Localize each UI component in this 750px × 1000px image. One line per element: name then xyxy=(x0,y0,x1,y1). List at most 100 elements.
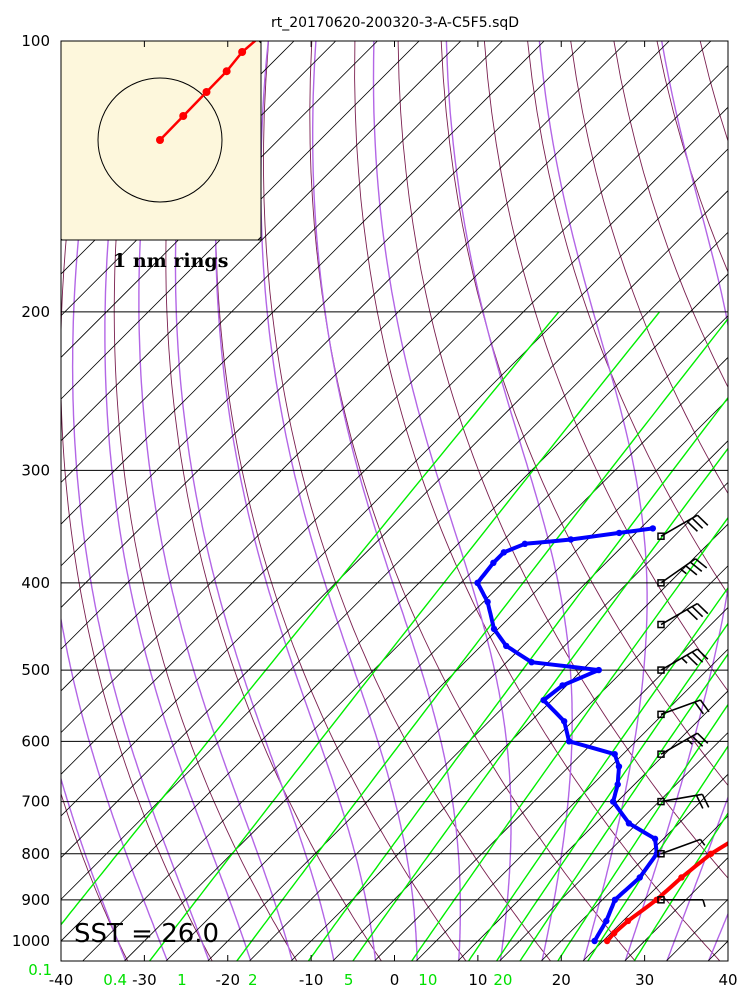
wind-barb-flag xyxy=(696,732,709,744)
isotherm xyxy=(61,41,504,484)
mixing-ratio-line xyxy=(148,311,661,961)
pressure-tick-label: 100 xyxy=(21,32,50,50)
wind-barb-staff xyxy=(660,602,698,626)
wind-barb-station xyxy=(657,666,665,674)
wind-barb-flag xyxy=(696,648,709,660)
mixing-ratio-label: 0.1 xyxy=(28,961,52,979)
pressure-tick-label: 300 xyxy=(21,461,50,479)
pressure-tick-label: 200 xyxy=(21,303,50,321)
mixing-ratio-line xyxy=(586,745,728,961)
dewpoint-profile-point xyxy=(500,549,508,556)
dewpoint-profile-point xyxy=(614,781,621,788)
isotherm xyxy=(248,481,728,961)
moist-adiabat xyxy=(104,41,252,961)
dry-adiabat xyxy=(215,41,467,961)
wind-barb xyxy=(657,648,709,674)
wind-barb xyxy=(657,838,706,858)
dry-adiabat xyxy=(0,0,51,978)
hodograph-ring xyxy=(97,77,223,203)
dewpoint-profile-point xyxy=(611,750,618,758)
pressure-tick-label: 1000 xyxy=(12,932,50,950)
temperature-tick-label: -30 xyxy=(132,971,157,989)
dry-adiabat xyxy=(397,41,728,879)
wind-barb xyxy=(657,793,710,809)
wind-barb-flag xyxy=(686,520,699,532)
wind-barb-staff xyxy=(660,648,698,671)
temperature-tick-label: 0 xyxy=(390,971,400,989)
temperature-profile-line xyxy=(605,840,728,943)
wind-barb-half-flag xyxy=(686,738,693,745)
dewpoint-profile-line xyxy=(475,526,659,943)
isotherm xyxy=(123,356,728,961)
pressure-tick-label: 700 xyxy=(21,793,50,811)
dry-adiabat xyxy=(354,41,721,961)
dewpoint-profile-point xyxy=(603,917,610,925)
chart-title: rt_20170620-200320-3-A-C5F5.sqD xyxy=(271,15,519,31)
isotherm xyxy=(82,315,728,961)
wind-barb-flag xyxy=(696,514,709,526)
isotherm xyxy=(61,148,728,817)
profiles xyxy=(474,525,728,945)
mixing-ratio-line xyxy=(235,317,728,961)
isotherm xyxy=(61,41,378,358)
wind-barb-half-flag xyxy=(699,838,706,846)
isotherm xyxy=(332,565,728,961)
dewpoint-profile-point xyxy=(490,559,497,567)
dewpoint-profile-point xyxy=(625,820,633,827)
isotherm xyxy=(707,940,728,961)
pressure-tick-label: 600 xyxy=(21,732,50,750)
sst-label: SST = 26.0 xyxy=(74,919,219,949)
isotherm xyxy=(61,190,728,859)
wind-barb xyxy=(657,732,709,758)
wind-barb-flag xyxy=(701,793,710,808)
wind-barb-staff xyxy=(660,732,698,755)
hodograph-inset xyxy=(60,40,335,241)
mixing-ratio-line xyxy=(556,703,728,961)
dewpoint-profile-point xyxy=(474,579,481,587)
wind-barb-flag xyxy=(691,735,704,747)
isotherm xyxy=(498,731,728,961)
wind-barb-staff xyxy=(660,793,703,803)
dewpoint-profile-point xyxy=(653,850,661,857)
isotherm xyxy=(61,41,420,400)
wind-barb-station xyxy=(657,750,665,758)
wind-barb-station xyxy=(657,579,665,587)
wind-barb-staff xyxy=(660,699,701,716)
temperature-profile-point xyxy=(707,850,715,857)
isotherm xyxy=(415,648,728,961)
wind-barb-flag xyxy=(691,517,704,529)
wind-barb-flag xyxy=(694,701,705,715)
mixing-ratio-label: 20 xyxy=(493,971,512,989)
wind-barb-staff xyxy=(660,514,698,537)
wind-barb xyxy=(657,896,706,908)
wind-barb-half-flag xyxy=(680,568,687,575)
moist-adiabat xyxy=(61,41,126,961)
hodograph-rings-label: 1 nm rings xyxy=(113,250,228,272)
wind-barb-staff xyxy=(660,558,696,584)
hodograph-point xyxy=(222,67,231,76)
dewpoint-profile-point xyxy=(609,798,617,805)
isotherm xyxy=(165,398,728,961)
isotherm xyxy=(61,41,462,442)
temperature-tick-label: 20 xyxy=(552,971,571,989)
isotherm xyxy=(61,41,587,567)
dry-adiabat xyxy=(483,41,728,692)
dry-adiabat xyxy=(61,792,129,961)
mixing-ratio-line xyxy=(410,516,728,961)
pressure-tick-label: 400 xyxy=(21,574,50,592)
dry-adiabat xyxy=(165,41,382,961)
hodograph-point xyxy=(327,96,335,104)
dewpoint-profile-point xyxy=(615,763,623,770)
wind-barb-flag xyxy=(695,794,704,809)
moist-adiabat xyxy=(71,41,210,961)
dewpoint-profile-point xyxy=(540,696,547,704)
isotherm xyxy=(665,898,728,961)
dewpoint-profile-point xyxy=(559,682,566,689)
wind-barb xyxy=(657,558,708,587)
temperature-tick-label: -10 xyxy=(299,971,324,989)
pressure-tick-label: 500 xyxy=(21,661,50,679)
dry-adiabat xyxy=(440,41,728,787)
wind-barb-half-flag xyxy=(681,657,688,664)
isotherm xyxy=(61,41,712,692)
dry-adiabat xyxy=(263,41,552,961)
